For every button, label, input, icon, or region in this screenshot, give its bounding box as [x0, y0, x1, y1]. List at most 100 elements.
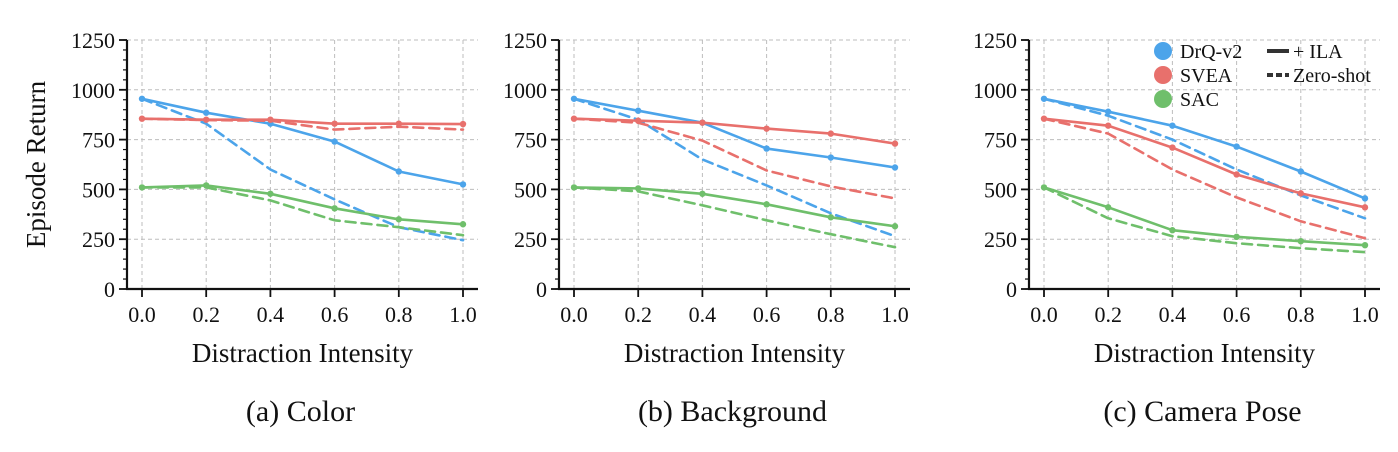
data-point: [459, 221, 467, 228]
data-point: [1297, 237, 1305, 245]
data-point: [763, 145, 770, 152]
legend-label: SAC: [1180, 89, 1219, 111]
y-tick-label: 250: [514, 227, 547, 252]
data-point: [267, 190, 274, 197]
data-point: [331, 205, 338, 212]
series-line-sac-ila: [572, 186, 897, 228]
panel-caption: (a) Color: [246, 395, 355, 428]
x-tick-label: 0.4: [257, 302, 285, 327]
data-point: [1105, 122, 1112, 129]
y-tick-label: 0: [104, 277, 115, 302]
data-point: [763, 201, 770, 208]
series-line-sac-zero-shot: [1042, 186, 1367, 254]
data-point: [1361, 195, 1369, 202]
data-point: [1297, 168, 1305, 175]
series-line-sac-ila: [140, 184, 465, 226]
data-point: [395, 120, 402, 127]
data-point: [1361, 204, 1369, 211]
data-point: [331, 138, 338, 145]
x-tick-label: 0.6: [753, 302, 781, 327]
series-line-sac-zero-shot: [572, 186, 897, 249]
panel-caption: (c) Camera Pose: [1103, 395, 1301, 428]
series-line-sac-ila: [1042, 186, 1367, 247]
legend-label: SVEA: [1180, 65, 1233, 87]
data-point: [331, 120, 338, 127]
y-tick-label: 1000: [973, 78, 1017, 103]
y-tick-label: 500: [984, 177, 1017, 202]
legend-marker: [1154, 90, 1172, 108]
y-tick-label: 250: [984, 227, 1017, 252]
series-line-drq-v2-ila: [572, 97, 897, 169]
data-point: [203, 109, 210, 116]
x-axis-label: Distraction Intensity: [192, 338, 414, 368]
data-point: [395, 216, 402, 223]
series-line-drq-v2-zero-shot: [1042, 97, 1367, 220]
data-point: [395, 168, 402, 175]
data-point: [635, 107, 642, 114]
y-tick-label: 750: [82, 128, 115, 153]
series-line-svea-zero-shot: [572, 117, 897, 200]
legend-marker: [1154, 66, 1172, 84]
x-tick-label: 1.0: [1351, 302, 1379, 327]
x-tick-label: 0.4: [689, 302, 717, 327]
data-point: [699, 190, 706, 197]
series-line-sac-zero-shot: [140, 186, 465, 237]
y-tick-label: 500: [514, 177, 547, 202]
data-point: [699, 119, 706, 126]
panel-caption: (b) Background: [638, 395, 827, 428]
x-tick-label: 0.2: [624, 302, 652, 327]
x-tick-label: 1.0: [449, 302, 477, 327]
y-tick-label: 250: [82, 227, 115, 252]
chart-panel-1: 0 250 500 750 1000 1250 0.0 0.2 0.4 0.6 0.8 1.0 Dist…: [21, 28, 478, 428]
y-tick-label: 500: [82, 177, 115, 202]
x-tick-label: 0.2: [1094, 302, 1122, 327]
series-line-drq-v2-zero-shot: [572, 97, 897, 238]
x-tick-label: 0.4: [1159, 302, 1187, 327]
x-axis-label: Distraction Intensity: [1094, 338, 1316, 368]
series-line-svea-ila: [1042, 117, 1367, 209]
legend-label: DrQ-v2: [1180, 41, 1242, 63]
series-line-drq-v2-ila: [140, 97, 465, 186]
data-point: [1105, 108, 1112, 115]
data-point: [1361, 241, 1369, 249]
x-tick-label: 0.0: [560, 302, 588, 327]
x-axis-label: Distraction Intensity: [624, 338, 846, 368]
x-tick-label: 0.8: [817, 302, 845, 327]
data-point: [891, 140, 899, 147]
data-point: [1233, 233, 1240, 241]
data-point: [1105, 204, 1112, 211]
data-point: [827, 214, 834, 221]
data-point: [1169, 122, 1176, 129]
y-tick-label: 1000: [71, 78, 115, 103]
data-point: [763, 125, 770, 132]
y-tick-label: 0: [536, 277, 547, 302]
y-tick-label: 750: [984, 128, 1017, 153]
x-tick-label: 0.0: [128, 302, 156, 327]
data-point: [1233, 171, 1240, 178]
data-point: [459, 120, 467, 128]
y-tick-label: 1250: [973, 28, 1017, 53]
x-tick-label: 0.6: [321, 302, 349, 327]
legend-style-label: + ILA: [1293, 41, 1343, 63]
data-point: [459, 181, 467, 188]
legend-marker: [1154, 42, 1172, 60]
series-line-drq-v2-ila: [1042, 97, 1367, 200]
data-point: [1169, 227, 1176, 234]
x-tick-label: 0.6: [1223, 302, 1251, 327]
y-tick-label: 1000: [503, 78, 547, 103]
data-point: [1233, 143, 1240, 150]
series-line-svea-zero-shot: [140, 117, 465, 131]
series-line-svea-ila: [572, 117, 897, 145]
chart-panel-3: 0 250 500 750 1000 1250 0.0 0.2 0.4 0.6 0.8 1.0 Dist…: [973, 28, 1380, 428]
y-tick-label: 1250: [503, 28, 547, 53]
x-tick-label: 0.0: [1030, 302, 1058, 327]
data-point: [635, 185, 642, 192]
series-line-svea-zero-shot: [1042, 117, 1367, 240]
data-point: [827, 130, 834, 137]
y-axis-label: Episode Return: [21, 80, 51, 248]
y-tick-label: 750: [514, 128, 547, 153]
legend-style-label: Zero-shot: [1293, 65, 1371, 87]
data-point: [891, 223, 899, 230]
x-tick-label: 0.8: [1287, 302, 1315, 327]
